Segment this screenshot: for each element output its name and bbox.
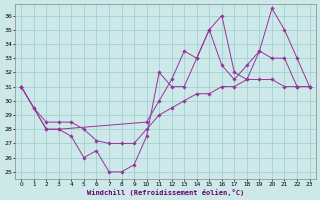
X-axis label: Windchill (Refroidissement éolien,°C): Windchill (Refroidissement éolien,°C) bbox=[87, 189, 244, 196]
